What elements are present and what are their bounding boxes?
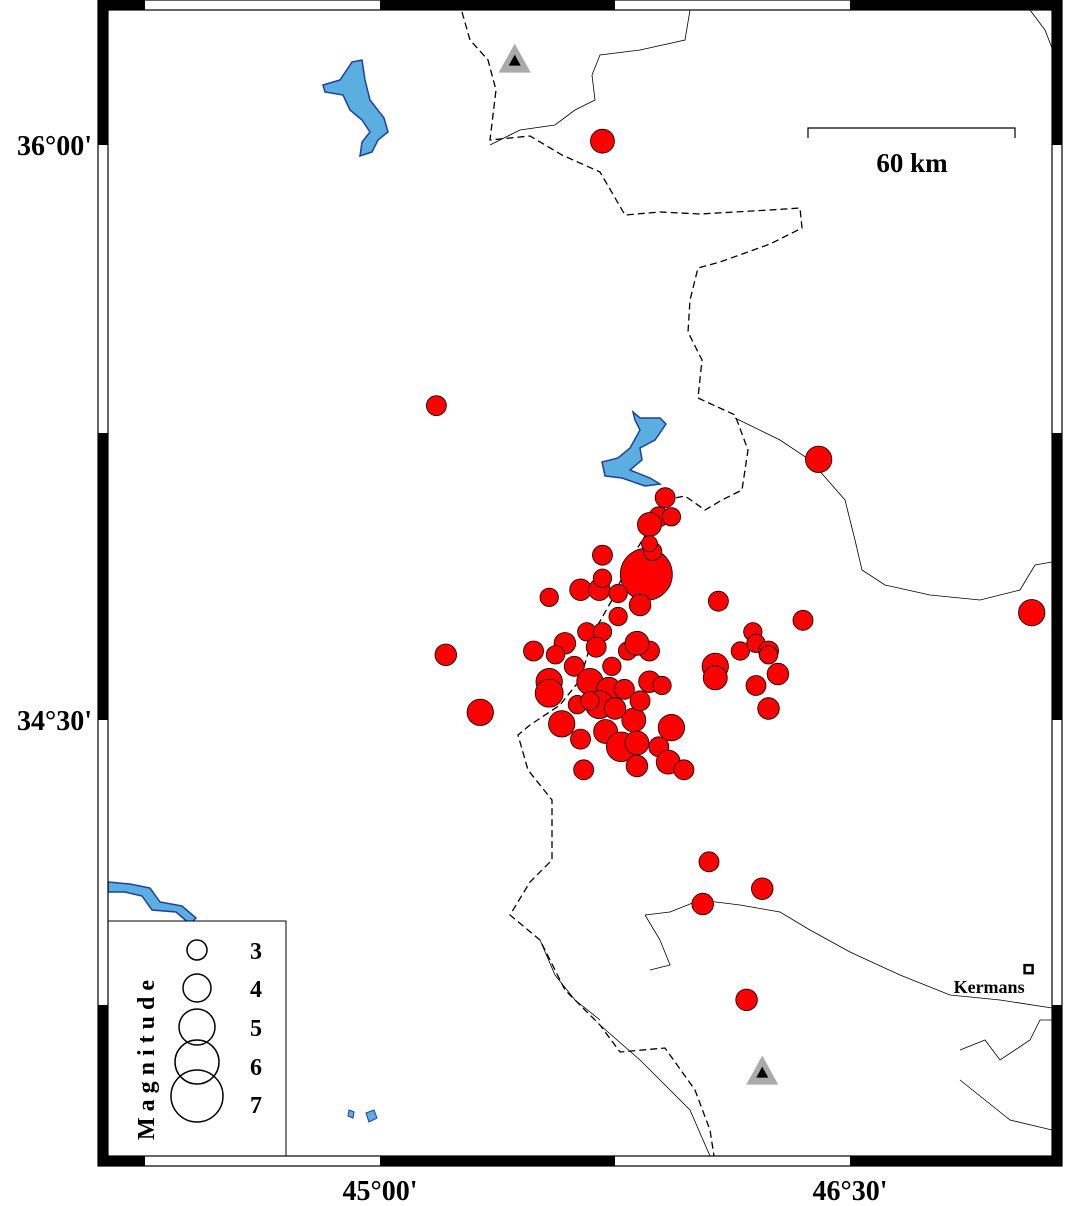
station-inner-icon <box>756 1066 769 1078</box>
event-marker <box>592 544 613 566</box>
map-area: Kermans 60 km Magnitude 3 4 5 6 7 <box>108 10 1052 1156</box>
international-border <box>461 11 803 1156</box>
event-marker <box>425 395 447 417</box>
event-marker <box>730 641 750 661</box>
event-marker <box>548 710 576 738</box>
magnitude-legend: Magnitude 3 4 5 6 7 <box>108 920 287 1156</box>
event-marker <box>707 590 729 612</box>
event-marker <box>570 728 591 750</box>
longitude-label: 45°00' <box>343 1176 418 1206</box>
scale-bar-label: 60 km <box>876 148 948 178</box>
event-marker <box>766 662 790 686</box>
event-marker <box>624 730 650 756</box>
event-marker <box>661 507 681 527</box>
legend-label: 4 <box>250 977 262 1003</box>
station-inner-icon <box>508 54 521 66</box>
event-marker <box>602 656 622 676</box>
event-marker <box>629 690 651 712</box>
event-marker <box>534 678 564 708</box>
event-marker <box>702 665 728 691</box>
province-boundaries <box>489 10 1052 1156</box>
event-marker <box>745 675 767 696</box>
event-marker <box>641 535 658 553</box>
event-marker <box>608 606 628 627</box>
event-marker <box>637 512 662 537</box>
event-marker <box>608 583 628 604</box>
event-marker <box>628 593 652 617</box>
legend-circle-icon <box>182 973 212 1003</box>
event-marker <box>751 877 774 900</box>
city-label: Kermans <box>954 977 1025 997</box>
event-marker <box>590 128 615 154</box>
event-marker <box>466 698 494 726</box>
legend-label: 6 <box>250 1055 262 1081</box>
event-marker <box>523 640 544 662</box>
event-marker <box>698 851 720 873</box>
city-marker: Kermans <box>954 963 1034 997</box>
event-marker <box>757 697 780 720</box>
event-marker <box>585 636 607 658</box>
city-square-icon <box>1023 963 1034 975</box>
legend-circle-icon <box>170 1069 224 1123</box>
pond-south <box>347 1109 378 1123</box>
event-marker <box>580 691 600 711</box>
event-marker <box>735 988 758 1012</box>
event-marker <box>654 487 676 509</box>
event-marker <box>613 678 635 700</box>
event-marker <box>625 754 649 778</box>
event-marker <box>563 655 585 677</box>
event-marker <box>603 697 627 720</box>
event-marker <box>805 445 833 473</box>
lake-north <box>322 59 389 158</box>
event-marker <box>624 630 650 656</box>
event-marker <box>673 759 695 781</box>
event-marker <box>691 892 714 916</box>
event-marker <box>573 759 595 781</box>
legend-title: Magnitude <box>134 974 160 1140</box>
latitude-label: 34°30' <box>17 706 92 737</box>
axis-labels: 36°00' 34°30' 45°00' 46°30' <box>17 131 887 1206</box>
event-marker <box>652 675 672 696</box>
event-marker <box>592 568 613 588</box>
reservoir-central <box>601 409 667 487</box>
event-marker <box>434 643 457 667</box>
event-marker <box>539 587 559 607</box>
latitude-label: 36°00' <box>17 131 92 162</box>
event-marker <box>758 645 779 665</box>
seismic-stations <box>498 43 779 1085</box>
legend-circle-icon <box>174 1039 220 1085</box>
legend-circle-icon <box>178 1008 216 1046</box>
event-marker <box>1018 599 1046 627</box>
legend-label: 7 <box>250 1093 262 1119</box>
event-marker <box>792 609 814 631</box>
earthquake-events <box>425 128 1046 1012</box>
event-marker <box>569 578 592 601</box>
map-frame <box>97 0 1063 1167</box>
legend-circle-icon <box>186 939 208 961</box>
event-marker <box>657 714 685 742</box>
event-marker <box>545 645 566 665</box>
legend-label: 3 <box>250 939 262 965</box>
scale-bar: 60 km <box>807 127 1016 178</box>
longitude-label: 46°30' <box>813 1176 888 1206</box>
legend-label: 5 <box>250 1016 262 1042</box>
